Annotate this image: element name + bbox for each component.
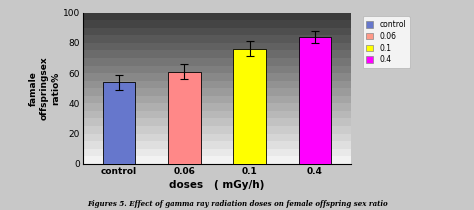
Bar <box>233 49 266 164</box>
Bar <box>83 118 351 126</box>
Bar <box>102 82 135 164</box>
Y-axis label: famale
offspringsex
ratio%: famale offspringsex ratio% <box>29 56 60 120</box>
Bar <box>83 149 351 156</box>
Bar <box>83 50 351 58</box>
Bar <box>83 126 351 134</box>
Bar <box>168 72 201 164</box>
Bar <box>83 20 351 28</box>
Bar <box>83 66 351 73</box>
Legend: control, 0.06, 0.1, 0.4: control, 0.06, 0.1, 0.4 <box>363 16 410 68</box>
Bar <box>83 134 351 141</box>
Bar <box>83 156 351 164</box>
Bar <box>83 96 351 103</box>
Bar <box>83 35 351 43</box>
Bar <box>299 37 331 164</box>
Bar <box>83 28 351 35</box>
Bar <box>83 81 351 88</box>
Bar <box>83 13 351 20</box>
Bar <box>83 88 351 96</box>
Bar <box>83 43 351 50</box>
Bar <box>83 58 351 66</box>
Bar <box>83 103 351 111</box>
Bar <box>83 73 351 81</box>
Bar <box>83 141 351 149</box>
Bar <box>83 111 351 118</box>
Text: Figures 5. Effect of gamma ray radiation doses on female offspring sex ratio: Figures 5. Effect of gamma ray radiation… <box>87 200 387 208</box>
X-axis label: doses   ( mGy/h): doses ( mGy/h) <box>169 180 264 190</box>
